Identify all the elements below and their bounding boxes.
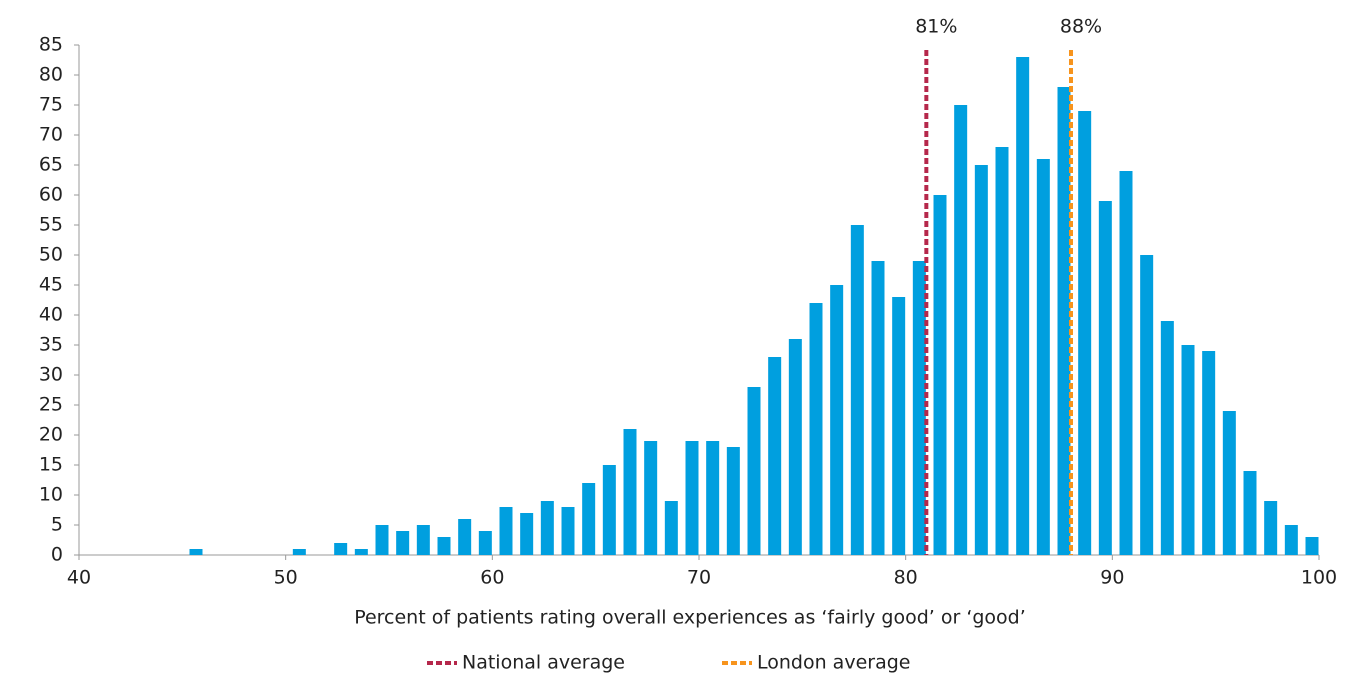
- bar: [1264, 501, 1278, 555]
- x-tick-label: 40: [67, 567, 91, 589]
- bar: [768, 357, 782, 555]
- bar: [850, 225, 864, 555]
- x-axis-title: Percent of patients rating overall exper…: [354, 607, 1026, 629]
- y-tick-label: 40: [39, 304, 63, 326]
- y-tick-label: 20: [39, 424, 63, 446]
- y-tick-label: 5: [51, 514, 63, 536]
- x-tick-label: 70: [687, 567, 711, 589]
- y-tick-label: 85: [39, 34, 63, 56]
- legend-label: London average: [757, 652, 910, 674]
- y-tick-label: 30: [39, 364, 63, 386]
- bar: [1160, 321, 1174, 555]
- y-tick-label: 60: [39, 184, 63, 206]
- bar: [912, 261, 926, 555]
- y-tick-label: 15: [39, 454, 63, 476]
- bar: [561, 507, 575, 555]
- bar: [189, 549, 203, 555]
- y-tick-label: 45: [39, 274, 63, 296]
- bar: [1119, 171, 1133, 555]
- bar: [437, 537, 451, 555]
- reference-label: 88%: [1060, 16, 1102, 38]
- y-tick-label: 70: [39, 124, 63, 146]
- y-tick-label: 80: [39, 64, 63, 86]
- bar: [1036, 159, 1050, 555]
- bar: [623, 429, 637, 555]
- bar: [664, 501, 678, 555]
- bar: [1181, 345, 1195, 555]
- y-tick-label: 55: [39, 214, 63, 236]
- bar: [685, 441, 699, 555]
- y-tick-label: 25: [39, 394, 63, 416]
- y-tick-label: 0: [51, 544, 63, 566]
- bar: [478, 531, 492, 555]
- y-tick-label: 35: [39, 334, 63, 356]
- bar: [1222, 411, 1236, 555]
- x-tick-label: 90: [1100, 567, 1124, 589]
- y-tick-label: 50: [39, 244, 63, 266]
- bar: [809, 303, 823, 555]
- bar: [602, 465, 616, 555]
- bar: [458, 519, 472, 555]
- bar: [1305, 537, 1319, 555]
- bar: [726, 447, 740, 555]
- y-tick-label: 10: [39, 484, 63, 506]
- bar: [1057, 87, 1071, 555]
- bar: [974, 165, 988, 555]
- bar: [706, 441, 720, 555]
- bar: [1202, 351, 1216, 555]
- x-tick-label: 60: [480, 567, 504, 589]
- bar: [644, 441, 658, 555]
- x-tick-label: 80: [894, 567, 918, 589]
- bar: [892, 297, 906, 555]
- bar: [416, 525, 430, 555]
- bar: [354, 549, 368, 555]
- reference-label: 81%: [915, 16, 957, 38]
- bar: [334, 543, 348, 555]
- bar: [788, 339, 802, 555]
- bar: [830, 285, 844, 555]
- x-tick-label: 100: [1301, 567, 1337, 589]
- bar: [933, 195, 947, 555]
- bar: [540, 501, 554, 555]
- bar: [396, 531, 410, 555]
- bar: [375, 525, 389, 555]
- bar: [520, 513, 534, 555]
- bar: [582, 483, 596, 555]
- bar: [1243, 471, 1257, 555]
- bar: [747, 387, 761, 555]
- bar: [1016, 57, 1030, 555]
- bar: [1140, 255, 1154, 555]
- bar: [292, 549, 306, 555]
- legend-label: National average: [462, 652, 625, 674]
- bar: [1284, 525, 1298, 555]
- bar: [499, 507, 513, 555]
- bar: [954, 105, 968, 555]
- bar: [871, 261, 885, 555]
- x-tick-label: 50: [274, 567, 298, 589]
- y-tick-label: 65: [39, 154, 63, 176]
- bar: [1098, 201, 1112, 555]
- bar: [995, 147, 1009, 555]
- bar: [1078, 111, 1092, 555]
- y-tick-label: 75: [39, 94, 63, 116]
